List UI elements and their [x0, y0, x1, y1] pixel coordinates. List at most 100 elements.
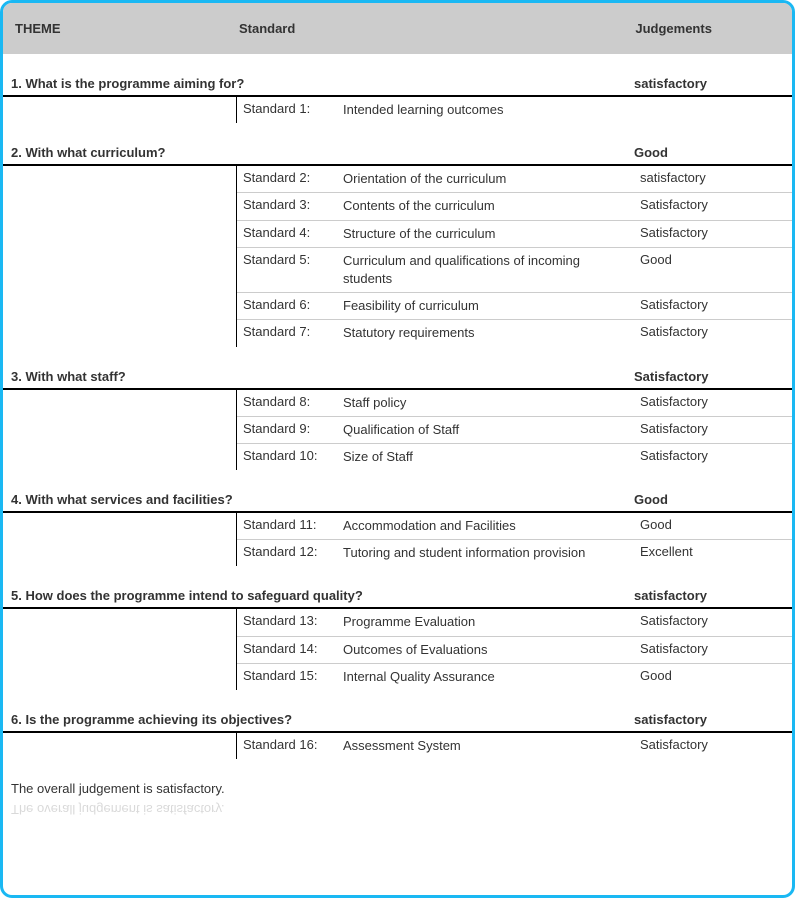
standard-number: Standard 16:	[243, 737, 343, 752]
standard-row: Standard 2:Orientation of the curriculum…	[237, 166, 792, 193]
standards-list: Standard 16:Assessment SystemSatisfactor…	[237, 733, 792, 759]
theme-title: 5. How does the programme intend to safe…	[11, 588, 634, 603]
standard-number: Standard 11:	[243, 517, 343, 532]
standards-list: Standard 11:Accommodation and Facilities…	[237, 513, 792, 566]
theme-title: 6. Is the programme achieving its object…	[11, 712, 634, 727]
standards-list: Standard 8:Staff policySatisfactoryStand…	[237, 390, 792, 471]
theme-judgement: Satisfactory	[634, 369, 784, 384]
standard-row: Standard 6:Feasibility of curriculumSati…	[237, 293, 792, 320]
overall-judgement-reflection: The overall judgement is satisfactory.	[3, 802, 792, 817]
theme-judgement: satisfactory	[634, 712, 784, 727]
standard-number: Standard 15:	[243, 668, 343, 683]
theme-row: 3. With what staff?Satisfactory	[3, 365, 792, 390]
standard-judgement: Satisfactory	[640, 613, 788, 628]
standard-judgement: Satisfactory	[640, 641, 788, 656]
standards-left-spacer	[3, 166, 237, 346]
standard-number: Standard 4:	[243, 225, 343, 240]
standards-block: Standard 11:Accommodation and Facilities…	[3, 513, 792, 566]
theme-title: 2. With what curriculum?	[11, 145, 634, 160]
standards-left-spacer	[3, 97, 237, 123]
standard-row: Standard 3:Contents of the curriculumSat…	[237, 193, 792, 220]
standard-row: Standard 15:Internal Quality AssuranceGo…	[237, 664, 792, 690]
standard-description: Assessment System	[343, 737, 640, 755]
document-inner: THEME Standard Judgements 1. What is the…	[3, 3, 792, 817]
standard-number: Standard 1:	[243, 101, 343, 116]
theme-judgement: Good	[634, 492, 784, 507]
standard-description: Statutory requirements	[343, 324, 640, 342]
standard-row: Standard 13:Programme EvaluationSatisfac…	[237, 609, 792, 636]
standard-number: Standard 12:	[243, 544, 343, 559]
standards-block: Standard 8:Staff policySatisfactoryStand…	[3, 390, 792, 471]
standard-row: Standard 9:Qualification of StaffSatisfa…	[237, 417, 792, 444]
theme-row: 4. With what services and facilities?Goo…	[3, 488, 792, 513]
theme-row: 1. What is the programme aiming for?sati…	[3, 72, 792, 97]
standards-left-spacer	[3, 733, 237, 759]
standard-row: Standard 12:Tutoring and student informa…	[237, 540, 792, 566]
standard-description: Accommodation and Facilities	[343, 517, 640, 535]
standards-block: Standard 1:Intended learning outcomes	[3, 97, 792, 123]
standard-number: Standard 2:	[243, 170, 343, 185]
standard-description: Size of Staff	[343, 448, 640, 466]
standards-left-spacer	[3, 609, 237, 690]
standards-list: Standard 1:Intended learning outcomes	[237, 97, 792, 123]
theme-title: 4. With what services and facilities?	[11, 492, 634, 507]
standard-judgement: Satisfactory	[640, 297, 788, 312]
standard-description: Orientation of the curriculum	[343, 170, 640, 188]
standards-block: Standard 16:Assessment SystemSatisfactor…	[3, 733, 792, 759]
standard-number: Standard 13:	[243, 613, 343, 628]
standard-description: Programme Evaluation	[343, 613, 640, 631]
standard-judgement: Excellent	[640, 544, 788, 559]
standard-row: Standard 7:Statutory requirementsSatisfa…	[237, 320, 792, 346]
standards-list: Standard 2:Orientation of the curriculum…	[237, 166, 792, 346]
theme-section: 1. What is the programme aiming for?sati…	[3, 72, 792, 123]
theme-judgement: satisfactory	[634, 76, 784, 91]
theme-section: 6. Is the programme achieving its object…	[3, 708, 792, 759]
standard-number: Standard 6:	[243, 297, 343, 312]
standard-description: Feasibility of curriculum	[343, 297, 640, 315]
standard-judgement: Satisfactory	[640, 421, 788, 436]
table-header-row: THEME Standard Judgements	[3, 3, 792, 54]
standard-number: Standard 8:	[243, 394, 343, 409]
standard-description: Tutoring and student information provisi…	[343, 544, 640, 562]
themes-container: 1. What is the programme aiming for?sati…	[3, 72, 792, 759]
theme-section: 5. How does the programme intend to safe…	[3, 584, 792, 690]
theme-title: 1. What is the programme aiming for?	[11, 76, 634, 91]
standards-block: Standard 13:Programme EvaluationSatisfac…	[3, 609, 792, 690]
theme-section: 2. With what curriculum?GoodStandard 2:O…	[3, 141, 792, 346]
header-standard: Standard	[239, 21, 635, 36]
standard-number: Standard 3:	[243, 197, 343, 212]
standard-judgement: Satisfactory	[640, 448, 788, 463]
standard-judgement: Good	[640, 517, 788, 532]
overall-judgement: The overall judgement is satisfactory.	[3, 759, 792, 804]
theme-judgement: satisfactory	[634, 588, 784, 603]
standard-description: Internal Quality Assurance	[343, 668, 640, 686]
standard-row: Standard 5:Curriculum and qualifications…	[237, 248, 792, 293]
standard-description: Structure of the curriculum	[343, 225, 640, 243]
standard-description: Intended learning outcomes	[343, 101, 640, 119]
standards-left-spacer	[3, 513, 237, 566]
standard-row: Standard 10:Size of StaffSatisfactory	[237, 444, 792, 470]
standard-number: Standard 5:	[243, 252, 343, 267]
standard-row: Standard 11:Accommodation and Facilities…	[237, 513, 792, 540]
standard-row: Standard 1:Intended learning outcomes	[237, 97, 792, 123]
theme-section: 3. With what staff?SatisfactoryStandard …	[3, 365, 792, 471]
standards-list: Standard 13:Programme EvaluationSatisfac…	[237, 609, 792, 690]
standard-judgement: Satisfactory	[640, 324, 788, 339]
header-judgements: Judgements	[635, 21, 784, 36]
standard-judgement: Good	[640, 252, 788, 267]
standards-left-spacer	[3, 390, 237, 471]
standard-description: Qualification of Staff	[343, 421, 640, 439]
theme-section: 4. With what services and facilities?Goo…	[3, 488, 792, 566]
standard-judgement: satisfactory	[640, 170, 788, 185]
standard-description: Curriculum and qualifications of incomin…	[343, 252, 640, 288]
standard-judgement: Satisfactory	[640, 737, 788, 752]
theme-title: 3. With what staff?	[11, 369, 634, 384]
theme-row: 5. How does the programme intend to safe…	[3, 584, 792, 609]
theme-row: 2. With what curriculum?Good	[3, 141, 792, 166]
standard-number: Standard 7:	[243, 324, 343, 339]
theme-row: 6. Is the programme achieving its object…	[3, 708, 792, 733]
standard-number: Standard 14:	[243, 641, 343, 656]
standard-number: Standard 9:	[243, 421, 343, 436]
standard-row: Standard 8:Staff policySatisfactory	[237, 390, 792, 417]
standard-row: Standard 4:Structure of the curriculumSa…	[237, 221, 792, 248]
